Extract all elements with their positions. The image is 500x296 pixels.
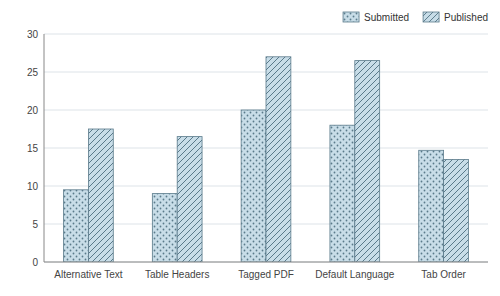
x-tick-label: Alternative Text: [54, 269, 122, 280]
grid-line: [44, 34, 488, 35]
y-tick-label: 30: [27, 29, 39, 40]
bar: [152, 194, 177, 262]
legend-swatch: [343, 12, 359, 22]
bars: [64, 57, 469, 262]
x-tick-label: Default Language: [315, 269, 394, 280]
grid: [44, 34, 488, 262]
y-tick-label: 25: [27, 67, 39, 78]
bar: [266, 57, 291, 262]
y-tick-label: 15: [27, 143, 39, 154]
y-tick-label: 20: [27, 105, 39, 116]
x-tick-label: Tagged PDF: [238, 269, 294, 280]
bar: [241, 110, 266, 262]
y-tick-label: 0: [32, 257, 38, 268]
y-axis: [44, 34, 45, 262]
legend-label: Published: [444, 12, 488, 23]
bar: [444, 159, 469, 262]
y-tick-label: 10: [27, 181, 39, 192]
bar: [88, 129, 113, 262]
bar: [355, 61, 380, 262]
y-tick-label: 5: [32, 219, 38, 230]
bar: [64, 190, 89, 262]
grid-line: [44, 262, 488, 263]
bar: [330, 125, 355, 262]
legend-swatch: [423, 12, 439, 22]
bar: [419, 150, 444, 262]
chart-container: 0 5 10 15 20 25 30 Alternative Text Table Header…: [0, 0, 500, 296]
bar: [177, 137, 202, 262]
x-axis: [44, 262, 488, 263]
legend-item: Submitted: [343, 12, 409, 23]
legend-label: Submitted: [364, 12, 409, 23]
legend-item: Published: [423, 12, 488, 23]
legend: Submitted Published: [343, 12, 488, 23]
chart: 0 5 10 15 20 25 30 Alternative Text Table Header…: [0, 0, 500, 296]
x-tick-label: Tab Order: [421, 269, 466, 280]
x-tick-label: Table Headers: [145, 269, 209, 280]
